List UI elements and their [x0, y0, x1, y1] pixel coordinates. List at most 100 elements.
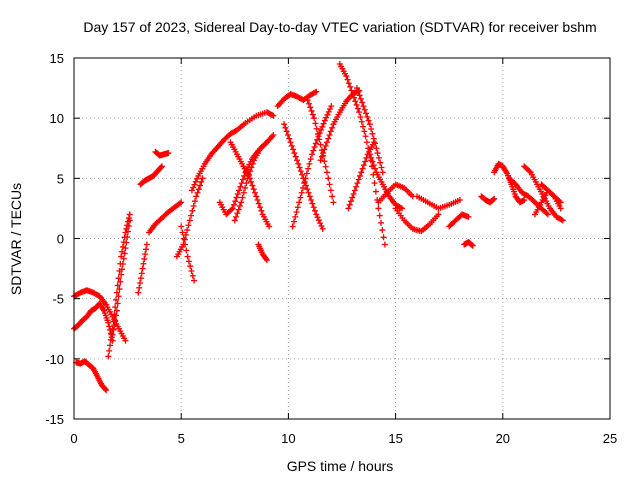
data-point — [290, 146, 297, 153]
data-point — [343, 73, 350, 80]
data-point — [113, 296, 120, 303]
data-point — [183, 247, 190, 254]
data-point — [322, 142, 329, 149]
data-point — [378, 219, 385, 226]
data-point — [269, 112, 276, 119]
series-pass-18 — [281, 121, 326, 232]
series-pass-9 — [146, 199, 185, 236]
data-point — [327, 128, 334, 135]
data-point — [314, 131, 321, 138]
data-point — [296, 199, 303, 206]
data-point — [184, 253, 191, 260]
data-point — [359, 165, 366, 172]
data-point — [317, 157, 324, 164]
data-point — [363, 110, 370, 117]
data-point — [245, 171, 252, 178]
data-point — [143, 241, 150, 248]
data-point — [176, 200, 183, 207]
data-point — [113, 312, 120, 319]
data-point — [368, 125, 375, 132]
data-point — [311, 115, 318, 122]
data-point — [120, 255, 127, 262]
data-point — [291, 150, 298, 157]
data-point — [189, 207, 196, 214]
data-point — [236, 203, 243, 210]
data-point — [521, 196, 528, 203]
data-point — [323, 114, 330, 121]
data-point — [197, 182, 204, 189]
data-point — [248, 164, 255, 171]
series-pass-7 — [152, 148, 172, 159]
data-point — [182, 241, 189, 248]
data-point — [356, 92, 363, 99]
data-point — [306, 160, 313, 167]
data-point — [354, 105, 361, 112]
data-point — [376, 212, 383, 219]
series-pass-30 — [461, 239, 476, 249]
data-point — [305, 165, 312, 172]
series-pass-27 — [392, 205, 442, 235]
data-point — [311, 144, 318, 151]
data-point — [456, 196, 463, 203]
data-point — [323, 169, 330, 176]
series-pass-8 — [135, 241, 150, 296]
x-tick-label: 0 — [70, 431, 77, 446]
data-point — [289, 223, 296, 230]
data-point — [270, 112, 277, 119]
data-point — [302, 175, 309, 182]
y-tick-label: 5 — [57, 171, 64, 186]
data-point — [283, 128, 290, 135]
series-pass-22 — [336, 61, 388, 248]
data-point — [233, 213, 240, 220]
data-point — [137, 275, 144, 282]
data-point — [308, 196, 315, 203]
data-point — [366, 121, 373, 128]
data-point — [191, 181, 198, 188]
data-point — [236, 187, 243, 194]
data-point — [122, 245, 129, 252]
data-point — [348, 198, 355, 205]
data-point — [381, 241, 388, 248]
data-point — [354, 85, 361, 92]
data-point — [319, 225, 326, 232]
x-axis-label: GPS time / hours — [287, 458, 394, 474]
data-point — [187, 263, 194, 270]
data-point — [229, 205, 236, 212]
data-point — [188, 212, 195, 219]
data-point — [299, 184, 306, 191]
data-point — [105, 353, 112, 360]
data-point — [122, 337, 129, 344]
data-point — [230, 201, 237, 208]
data-point — [323, 139, 330, 146]
data-point — [375, 154, 382, 161]
data-point — [345, 205, 352, 212]
data-point — [309, 200, 316, 207]
data-point — [314, 214, 321, 221]
data-point — [194, 189, 201, 196]
data-point — [258, 207, 265, 214]
data-point — [366, 151, 373, 158]
data-point — [358, 118, 365, 125]
data-point — [362, 158, 369, 165]
data-point — [232, 198, 239, 205]
data-point — [189, 272, 196, 279]
series-pass-6 — [137, 163, 165, 188]
data-point — [185, 222, 192, 229]
data-point — [309, 111, 316, 118]
data-point — [320, 120, 327, 127]
data-point — [182, 231, 189, 238]
data-point — [107, 342, 114, 349]
data-point — [239, 194, 246, 201]
data-point — [243, 180, 250, 187]
data-point — [192, 178, 199, 185]
data-point — [397, 204, 404, 211]
data-point — [136, 284, 143, 291]
data-point — [313, 211, 320, 218]
data-point — [357, 113, 364, 120]
data-point — [286, 135, 293, 142]
data-point — [319, 123, 326, 130]
data-point — [312, 120, 319, 127]
data-point — [353, 183, 360, 190]
data-point — [250, 186, 257, 193]
